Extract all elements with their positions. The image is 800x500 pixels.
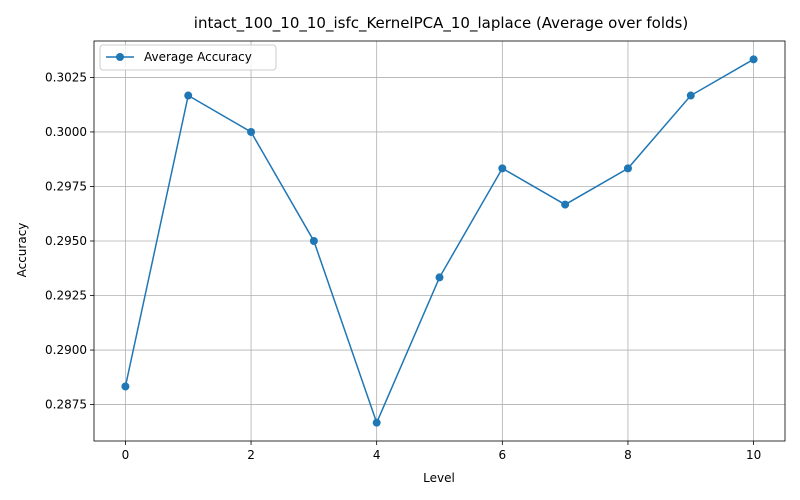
y-tick-label: 0.2925	[45, 289, 87, 303]
x-axis-label: Level	[423, 471, 455, 485]
y-tick-label: 0.2875	[45, 398, 87, 412]
data-point	[247, 127, 256, 136]
data-point	[623, 164, 632, 173]
y-tick-label: 0.3025	[45, 70, 87, 84]
data-point	[435, 273, 444, 282]
data-point	[309, 237, 318, 245]
data-point	[686, 91, 695, 100]
data-point	[184, 91, 193, 100]
x-tick-label: 8	[624, 448, 632, 462]
data-point	[749, 55, 758, 64]
data-point	[372, 418, 381, 427]
y-tick-label: 0.2900	[45, 343, 87, 357]
data-point	[121, 382, 130, 391]
legend-marker	[116, 53, 124, 61]
legend-box	[99, 44, 277, 71]
x-tick-label: 10	[746, 448, 761, 462]
y-tick-label: 0.2975	[45, 179, 87, 193]
y-tick-label: 0.3000	[45, 125, 87, 139]
legend: Average Accuracy	[99, 44, 277, 71]
x-tick-label: 2	[247, 448, 255, 462]
data-point	[561, 200, 570, 209]
y-tick-label: 0.2950	[45, 234, 87, 248]
y-axis-label: Accuracy	[15, 223, 29, 278]
data-point	[498, 164, 507, 173]
x-tick-label: 0	[122, 448, 130, 462]
legend-label: Average Accuracy	[144, 50, 252, 64]
x-tick-label: 6	[498, 448, 506, 462]
x-axis: 0 2 4 6 8 10	[122, 441, 761, 462]
y-axis: 0.2875 0.2900 0.2925 0.2950 0.2975 0.3000 0.30…	[45, 70, 94, 412]
chart-title: intact_100_10_10_isfc_KernelPCA_10_lapla…	[194, 14, 688, 33]
grid-lines	[94, 41, 785, 441]
x-tick-label: 4	[373, 448, 381, 462]
